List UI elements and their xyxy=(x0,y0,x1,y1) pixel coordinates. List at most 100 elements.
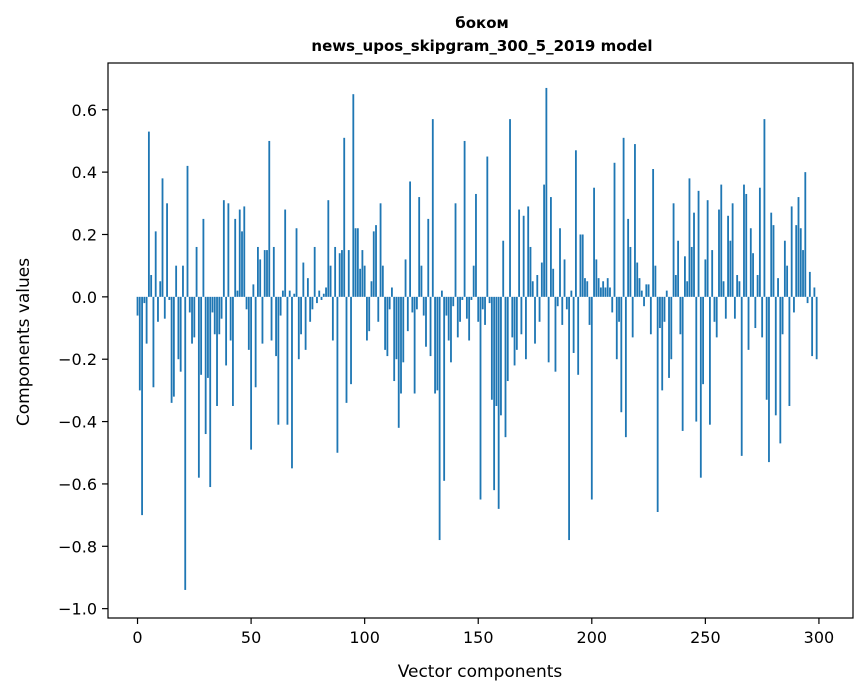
bar xyxy=(213,296,216,335)
bar xyxy=(345,296,348,403)
bar xyxy=(513,296,516,366)
bar xyxy=(436,296,439,391)
bar xyxy=(797,197,800,297)
bar xyxy=(261,296,264,344)
bar xyxy=(177,296,180,360)
bar xyxy=(427,218,430,297)
bar xyxy=(154,231,157,297)
bar xyxy=(207,296,209,378)
bar xyxy=(415,296,418,310)
bar xyxy=(545,87,548,297)
bar xyxy=(270,296,273,341)
bar xyxy=(611,296,614,313)
bar xyxy=(254,296,257,388)
bar xyxy=(527,206,530,297)
bar xyxy=(808,271,811,297)
bar xyxy=(504,296,507,438)
y-axis: −1.0 −0.8 −0.6 −0.4 −0.2 0.0 0.2 0.4 0.6 xyxy=(58,101,108,619)
bar xyxy=(422,296,425,316)
bar xyxy=(350,296,352,385)
bar xyxy=(661,296,664,391)
bar xyxy=(286,296,289,425)
bar xyxy=(313,246,316,297)
bar xyxy=(779,296,782,444)
bar xyxy=(699,296,702,478)
bar xyxy=(238,209,241,297)
bar xyxy=(777,278,779,297)
bar xyxy=(368,296,371,332)
bars-group xyxy=(136,87,818,590)
bar xyxy=(291,296,293,469)
bar xyxy=(145,296,148,344)
bar xyxy=(138,296,141,391)
bar xyxy=(463,140,466,297)
bar xyxy=(736,275,739,297)
bar xyxy=(184,296,187,590)
bar xyxy=(397,296,400,428)
bar xyxy=(740,296,743,456)
bar xyxy=(316,296,318,304)
bar xyxy=(304,296,307,350)
bar xyxy=(216,296,218,406)
bar xyxy=(588,296,591,325)
bar xyxy=(418,197,421,297)
bar xyxy=(702,296,704,385)
bar xyxy=(152,296,155,388)
bar xyxy=(529,246,532,297)
bar xyxy=(772,225,775,297)
bar xyxy=(515,296,518,350)
bar xyxy=(170,296,173,403)
bar xyxy=(783,240,786,297)
bar xyxy=(584,278,586,297)
bar xyxy=(745,193,748,297)
bar xyxy=(495,296,498,406)
bar xyxy=(141,296,143,516)
bar xyxy=(497,296,500,509)
bar xyxy=(200,296,203,375)
bar xyxy=(811,296,814,357)
bar xyxy=(311,296,314,310)
bar xyxy=(622,137,625,297)
bar xyxy=(758,187,761,297)
bar xyxy=(570,290,573,297)
bar xyxy=(579,234,582,297)
bar xyxy=(279,296,282,316)
bar xyxy=(768,296,770,463)
bar xyxy=(599,287,602,297)
bar xyxy=(756,275,759,297)
bar xyxy=(654,265,657,297)
bar xyxy=(586,281,589,297)
bar xyxy=(300,296,302,335)
bar xyxy=(747,296,750,350)
bar xyxy=(543,184,546,297)
bar xyxy=(391,287,393,297)
bar xyxy=(234,218,237,297)
bar xyxy=(284,209,287,297)
bar xyxy=(790,206,793,297)
bar xyxy=(602,281,605,297)
bar xyxy=(209,296,212,488)
bar xyxy=(159,281,162,297)
bar xyxy=(384,296,387,350)
bar xyxy=(366,296,368,341)
bar xyxy=(172,296,175,397)
bar xyxy=(609,287,611,297)
bar xyxy=(195,246,198,297)
bar xyxy=(815,296,818,360)
bar xyxy=(509,119,511,297)
bar xyxy=(338,253,341,297)
bar xyxy=(347,250,350,297)
bar xyxy=(320,296,323,300)
bar xyxy=(434,296,436,394)
bar xyxy=(559,228,561,297)
bar xyxy=(293,293,296,297)
bar xyxy=(765,296,768,400)
bar xyxy=(802,250,804,297)
bar xyxy=(295,228,298,297)
bar xyxy=(222,200,225,297)
bar xyxy=(388,296,391,310)
bar xyxy=(520,296,523,335)
y-tick-label: −0.8 xyxy=(58,537,97,556)
bar xyxy=(309,296,312,322)
